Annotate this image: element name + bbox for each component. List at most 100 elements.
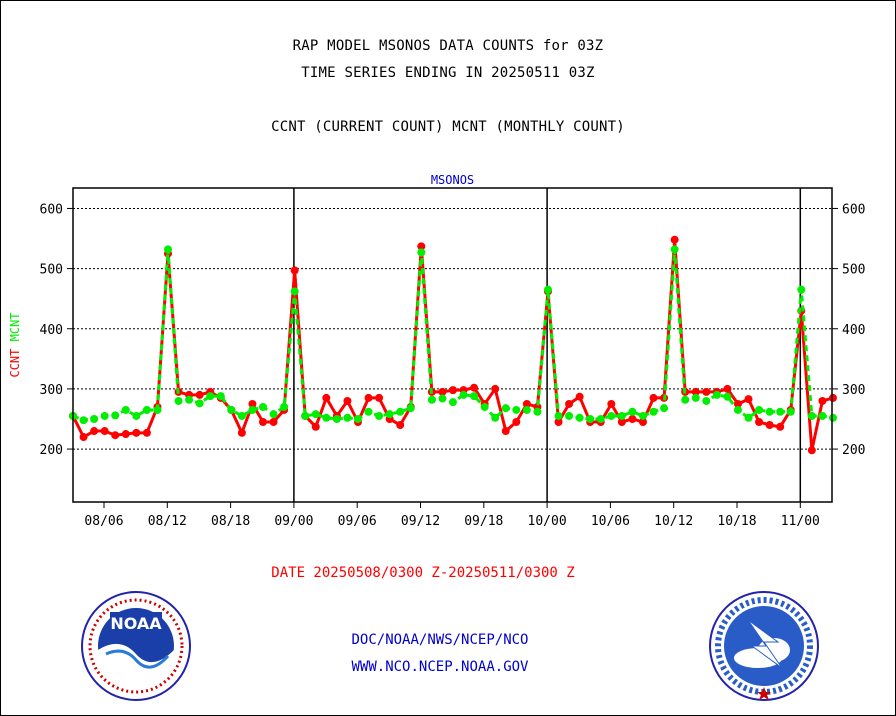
data-point-mcnt [79, 416, 88, 425]
data-point-mcnt [427, 395, 436, 404]
data-point-mcnt [755, 405, 764, 414]
y-axis-label-ccnt: CCNT [8, 349, 22, 378]
plot-title: MSONOS [431, 173, 474, 187]
data-point-mcnt [216, 392, 225, 401]
data-point-mcnt [111, 411, 120, 420]
data-point-mcnt [364, 407, 373, 416]
data-point-mcnt [322, 413, 331, 422]
data-point-ccnt [237, 428, 246, 437]
data-point-ccnt [121, 430, 130, 439]
x-tick-label: 10/12 [654, 514, 693, 529]
data-point-mcnt [733, 405, 742, 414]
data-point-ccnt [818, 396, 827, 405]
data-point-mcnt [744, 413, 753, 422]
y-tick-label-right: 400 [842, 323, 865, 338]
y-tick-label-right: 200 [842, 443, 865, 458]
data-point-mcnt [237, 411, 246, 420]
data-point-mcnt [565, 411, 574, 420]
data-point-ccnt [269, 417, 278, 426]
data-point-mcnt [174, 396, 183, 405]
data-point-mcnt [681, 395, 690, 404]
x-tick-label: 09/18 [464, 514, 503, 529]
x-tick-label: 10/18 [717, 514, 756, 529]
data-point-ccnt [111, 431, 120, 440]
data-point-mcnt [660, 404, 669, 413]
data-point-ccnt [343, 396, 352, 405]
data-point-mcnt [501, 404, 510, 413]
data-point-mcnt [797, 285, 806, 294]
data-point-mcnt [343, 413, 352, 422]
x-tick-label: 09/06 [338, 514, 377, 529]
data-point-mcnt [470, 392, 479, 401]
data-point-ccnt [322, 393, 331, 402]
data-point-mcnt [786, 407, 795, 416]
data-point-mcnt [818, 411, 827, 420]
data-point-mcnt [311, 410, 320, 419]
data-point-mcnt [100, 411, 109, 420]
data-point-mcnt [649, 407, 658, 416]
data-point-ccnt [90, 427, 99, 436]
chart-title-line-3: CCNT (CURRENT COUNT) MCNT (MONTHLY COUNT… [271, 119, 625, 135]
data-point-ccnt [512, 417, 521, 426]
data-point-mcnt [290, 287, 299, 296]
data-point-mcnt [670, 245, 679, 254]
y-axis-label: CCNT MCNT [8, 312, 22, 377]
data-point-ccnt [575, 392, 584, 401]
footer-org-path: DOC/NOAA/NWS/NCEP/NCO [351, 632, 529, 648]
plot-area-border [72, 187, 833, 503]
x-tick-label: 08/18 [211, 514, 250, 529]
data-point-mcnt [121, 405, 130, 414]
data-point-ccnt [448, 386, 457, 395]
data-point-mcnt [417, 248, 426, 257]
x-tick-label: 11/00 [781, 514, 820, 529]
data-point-mcnt [765, 407, 774, 416]
date-range-label: DATE 20250508/0300 Z-20250511/0300 Z [271, 565, 575, 581]
data-point-mcnt [776, 407, 785, 416]
x-tick-label: 10/06 [591, 514, 630, 529]
data-point-mcnt [617, 411, 626, 420]
data-point-mcnt [533, 407, 542, 416]
data-point-mcnt [385, 410, 394, 419]
footer-website-link[interactable]: WWW.NCO.NCEP.NOAA.GOV [351, 659, 529, 675]
x-tick-label: 10/00 [528, 514, 567, 529]
data-point-mcnt [438, 394, 447, 403]
data-point-ccnt [100, 427, 109, 436]
data-point-mcnt [406, 404, 415, 413]
y-tick-label-left: 200 [40, 443, 63, 458]
data-point-mcnt [628, 407, 637, 416]
data-point-mcnt [227, 405, 236, 414]
data-point-ccnt [702, 387, 711, 396]
x-tick-label: 08/12 [148, 514, 187, 529]
data-point-mcnt [332, 414, 341, 423]
data-point-ccnt [438, 387, 447, 396]
data-point-mcnt [375, 411, 384, 420]
data-point-ccnt [470, 383, 479, 392]
noaa-logo-icon: NOAA [81, 591, 191, 701]
data-point-ccnt [649, 393, 658, 402]
data-point-ccnt [807, 446, 816, 455]
chart-title-line-1: RAP MODEL MSONOS DATA COUNTS for 03Z [292, 38, 604, 54]
data-point-ccnt [565, 399, 574, 408]
data-point-ccnt [554, 417, 563, 426]
data-point-ccnt [744, 395, 753, 404]
data-point-mcnt [396, 407, 405, 416]
data-point-mcnt [712, 390, 721, 399]
data-point-mcnt [132, 411, 141, 420]
data-point-mcnt [575, 413, 584, 422]
x-tick-label: 09/12 [401, 514, 440, 529]
data-point-mcnt [301, 411, 310, 420]
data-point-mcnt [90, 414, 99, 423]
data-point-ccnt [691, 387, 700, 396]
data-point-mcnt [586, 414, 595, 423]
data-point-ccnt [311, 422, 320, 431]
data-point-ccnt [248, 399, 257, 408]
data-point-mcnt [353, 414, 362, 423]
data-point-mcnt [185, 395, 194, 404]
data-point-mcnt [269, 410, 278, 419]
data-point-ccnt [755, 417, 764, 426]
data-point-mcnt [206, 392, 215, 401]
data-point-ccnt [607, 399, 616, 408]
data-point-ccnt [132, 428, 141, 437]
data-point-ccnt [375, 393, 384, 402]
